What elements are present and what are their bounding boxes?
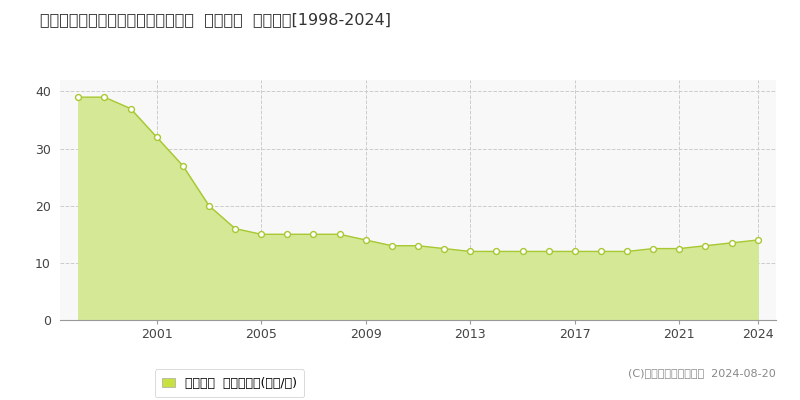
Point: [359, 237, 372, 243]
Point: [281, 231, 294, 238]
Point: [150, 134, 163, 140]
Point: [202, 202, 215, 209]
Point: [177, 162, 190, 169]
Point: [98, 94, 111, 100]
Legend: 地価公示  平均坪単価(万円/坪): 地価公示 平均坪単価(万円/坪): [155, 370, 304, 398]
Point: [229, 225, 242, 232]
Point: [411, 242, 424, 249]
Text: (C)土地価格ドットコム  2024-08-20: (C)土地価格ドットコム 2024-08-20: [628, 368, 776, 378]
Point: [542, 248, 555, 255]
Text: 兵庫県明石市貴崎５丁目８９番５外  地価公示  地価推移[1998-2024]: 兵庫県明石市貴崎５丁目８９番５外 地価公示 地価推移[1998-2024]: [40, 12, 391, 27]
Point: [334, 231, 346, 238]
Point: [594, 248, 607, 255]
Point: [386, 242, 398, 249]
Point: [751, 237, 764, 243]
Point: [438, 245, 450, 252]
Point: [490, 248, 502, 255]
Point: [699, 242, 712, 249]
Point: [516, 248, 529, 255]
Point: [673, 245, 686, 252]
Point: [725, 240, 738, 246]
Point: [255, 231, 268, 238]
Point: [621, 248, 634, 255]
Point: [568, 248, 581, 255]
Point: [72, 94, 85, 100]
Point: [464, 248, 477, 255]
Point: [646, 245, 659, 252]
Point: [307, 231, 320, 238]
Point: [124, 105, 137, 112]
